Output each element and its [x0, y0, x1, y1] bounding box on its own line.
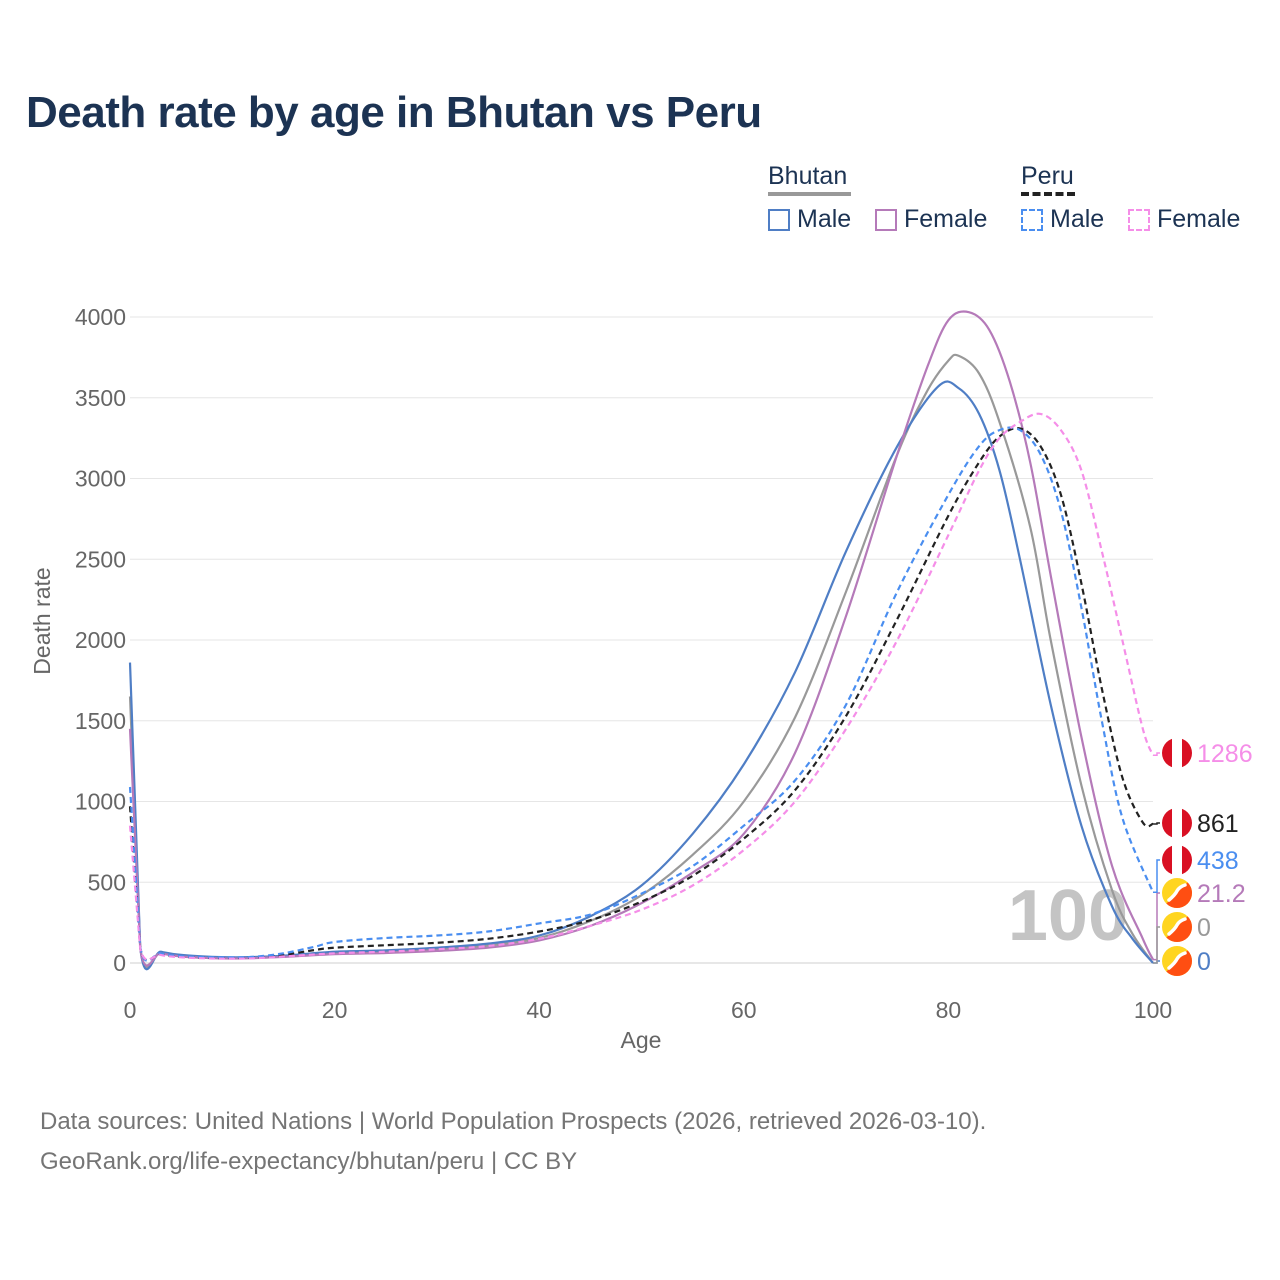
- series-line-bhutan-total: [128, 353, 1154, 969]
- y-tick-label: 0: [113, 950, 126, 976]
- y-tick-label: 4000: [75, 304, 126, 330]
- x-tick-label: 20: [322, 997, 348, 1023]
- series-line-bhutan-male: [128, 380, 1154, 971]
- x-tick-label: 80: [936, 997, 962, 1023]
- flag-red-left: [1162, 808, 1172, 838]
- legend-swatch: [768, 208, 790, 231]
- series-line-bhutan-female: [128, 310, 1154, 967]
- y-axis-label: Death rate: [29, 567, 55, 674]
- end-value-label: 0: [1197, 914, 1211, 942]
- bhutan-flag-icon: [1162, 912, 1192, 942]
- legend-item-peru-male[interactable]: Male: [1021, 205, 1104, 234]
- legend-swatch: [1021, 208, 1043, 231]
- flag-red-right: [1182, 738, 1192, 768]
- x-tick-label: 100: [1134, 997, 1172, 1023]
- y-tick-label: 3000: [75, 466, 126, 492]
- x-axis-ticks: 0 20 40 60 80 100: [124, 997, 1173, 1023]
- flag-dragon: [1167, 883, 1187, 902]
- end-connector: [1153, 926, 1160, 964]
- footer-sources: Data sources: United Nations | World Pop…: [40, 1108, 987, 1135]
- y-tick-label: 1000: [75, 789, 126, 815]
- end-connector: [1153, 822, 1160, 825]
- end-connector: [1153, 752, 1160, 757]
- legend-peru-line: [1021, 192, 1075, 196]
- peru-flag-icon: [1162, 738, 1192, 768]
- footer-link[interactable]: GeoRank.org/life-expectancy/bhutan/peru …: [40, 1148, 578, 1175]
- series-lines: [128, 310, 1155, 971]
- x-axis-label: Age: [621, 1027, 662, 1053]
- legend-item-bhutan-male[interactable]: Male: [768, 205, 851, 234]
- peru-flag-icon: [1162, 845, 1192, 875]
- series-line-peru-total: [128, 426, 1154, 962]
- grid: [130, 316, 1153, 964]
- x-tick-label: 0: [124, 997, 137, 1023]
- x-tick-label: 40: [526, 997, 552, 1023]
- y-tick-label: 2500: [75, 546, 126, 572]
- end-connector: [1153, 859, 1160, 894]
- legend-group-bhutan: Bhutan: [768, 162, 848, 190]
- series-line-peru-male: [128, 426, 1155, 962]
- y-tick-label: 3500: [75, 385, 126, 411]
- legend-label: Male: [797, 205, 852, 233]
- age-watermark: 100: [1008, 876, 1128, 956]
- end-value-label: 861: [1197, 810, 1239, 838]
- y-tick-label: 1500: [75, 708, 126, 734]
- legend-label: Male: [1050, 205, 1105, 233]
- y-tick-label: 500: [88, 869, 126, 895]
- legend-bhutan-line: [768, 192, 851, 196]
- flag-dragon: [1167, 951, 1187, 970]
- bhutan-flag-icon: [1162, 878, 1192, 908]
- legend-item-peru-female[interactable]: Female: [1128, 205, 1240, 234]
- legend-swatch: [875, 208, 897, 231]
- end-value-label: 438: [1197, 847, 1239, 875]
- flag-red-right: [1182, 845, 1192, 875]
- flag-red-right: [1182, 808, 1192, 838]
- y-tick-label: 2000: [75, 627, 126, 653]
- bhutan-flag-icon: [1162, 946, 1192, 976]
- peru-flag-icon: [1162, 808, 1192, 838]
- legend-swatch: [1128, 208, 1150, 231]
- flag-dragon: [1167, 917, 1187, 936]
- chart-title: Death rate by age in Bhutan vs Peru: [26, 88, 762, 137]
- end-labels: 0 21.2 0 438 1286 861: [1153, 738, 1253, 976]
- x-tick-label: 60: [731, 997, 757, 1023]
- flag-red-left: [1162, 845, 1172, 875]
- legend-label: Female: [1157, 205, 1241, 233]
- flag-red-left: [1162, 738, 1172, 768]
- legend-group-peru: Peru: [1021, 162, 1074, 190]
- end-value-label: 1286: [1197, 740, 1253, 768]
- series-line-peru-female: [128, 412, 1155, 961]
- legend-item-bhutan-female[interactable]: Female: [875, 205, 987, 234]
- end-value-label: 21.2: [1197, 880, 1246, 908]
- end-value-label: 0: [1197, 948, 1211, 976]
- legend-label: Female: [904, 205, 988, 233]
- y-axis-ticks: 0 500 1000 1500 2000 2500 3000 3500 4000: [75, 304, 126, 976]
